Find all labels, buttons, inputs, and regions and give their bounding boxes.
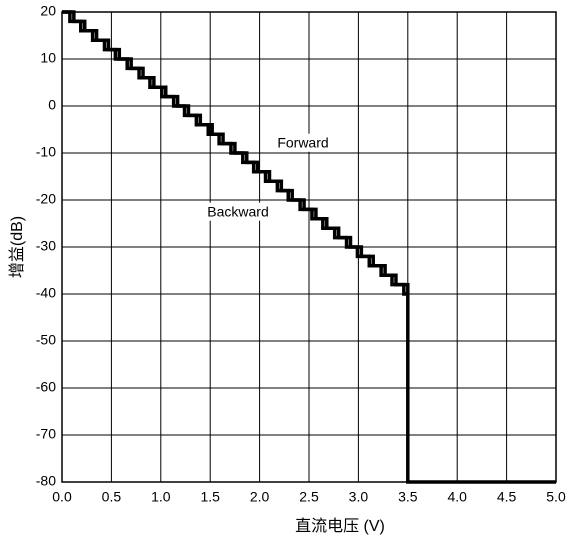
x-tick-label: 0.0 (52, 489, 72, 505)
series-line (62, 10, 408, 296)
annotation: Backward (207, 204, 268, 220)
x-tick-label: 3.0 (349, 489, 369, 505)
y-tick-label: -30 (36, 238, 56, 254)
y-tick-label: -50 (36, 332, 56, 348)
x-tick-label: 1.5 (200, 489, 220, 505)
x-tick-label: 4.5 (497, 489, 517, 505)
x-tick-label: 0.5 (102, 489, 122, 505)
x-tick-label: 1.0 (151, 489, 171, 505)
x-tick-label: 2.0 (250, 489, 270, 505)
y-tick-label: -10 (36, 144, 56, 160)
x-tick-label: 5.0 (546, 489, 566, 505)
y-axis-label: 增益(dB) (8, 216, 26, 278)
y-tick-label: 0 (48, 97, 56, 113)
x-tick-label: 4.0 (447, 489, 467, 505)
y-tick-label: -20 (36, 191, 56, 207)
plot-frame (61, 11, 557, 483)
annotation: Forward (277, 135, 328, 151)
y-tick-label: 10 (40, 50, 56, 66)
x-tick-label: 3.5 (398, 489, 418, 505)
x-axis-label: 直流电压 (V) (295, 517, 385, 535)
y-tick-label: 20 (40, 3, 56, 19)
annotation-background (274, 133, 332, 152)
y-tick-label: -80 (36, 473, 56, 489)
y-tick-label: -70 (36, 426, 56, 442)
x-tick-label: 2.5 (299, 489, 319, 505)
y-tick-label: -60 (36, 379, 56, 395)
y-tick-label: -40 (36, 285, 56, 301)
annotation-background (204, 202, 272, 221)
